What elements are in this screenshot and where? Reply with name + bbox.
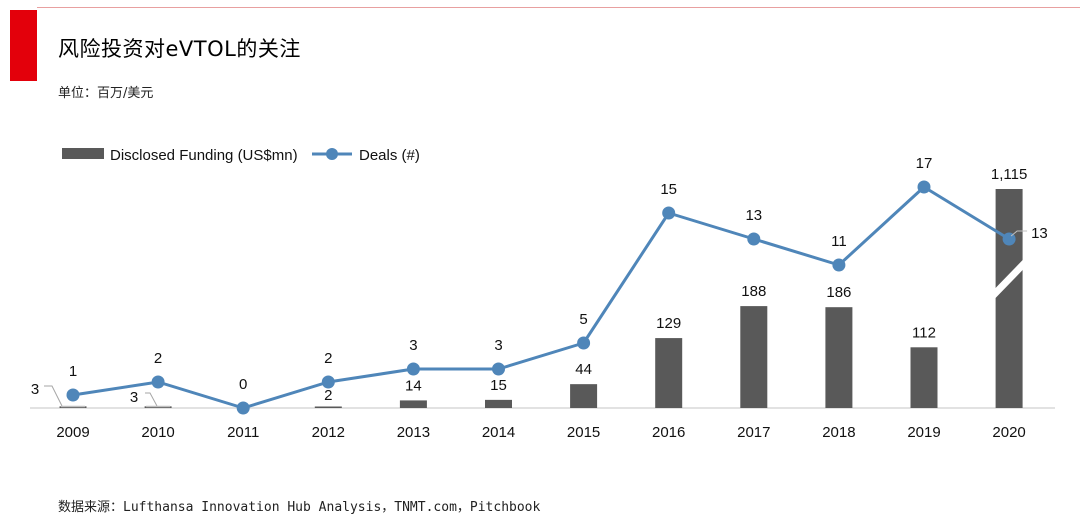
bar-2020 bbox=[995, 189, 1023, 408]
deal-value-label: 3 bbox=[494, 337, 502, 354]
unit-label: 单位：百万/美元 bbox=[58, 86, 154, 101]
x-tick-label: 2013 bbox=[397, 424, 430, 441]
deal-point-2019 bbox=[917, 180, 931, 194]
bar-value-label: 15 bbox=[490, 377, 507, 394]
x-tick-label: 2018 bbox=[822, 424, 855, 441]
x-tick-label: 2010 bbox=[141, 424, 174, 441]
bar-value-label: 188 bbox=[741, 283, 766, 300]
x-tick-label: 2017 bbox=[737, 424, 770, 441]
bar-2018 bbox=[825, 307, 853, 408]
bar-value-label: 1,115 bbox=[991, 166, 1027, 183]
deal-point-2018 bbox=[832, 258, 846, 272]
deal-value-label: 13 bbox=[1031, 225, 1048, 242]
page-title: 风险投资对eVTOL的关注 bbox=[58, 37, 301, 61]
deal-point-2015 bbox=[577, 336, 591, 350]
bar-2013 bbox=[399, 400, 427, 408]
deal-point-2016 bbox=[662, 206, 676, 220]
bar-value-label: 44 bbox=[575, 361, 592, 378]
label-leader-line bbox=[145, 392, 158, 407]
x-tick-label: 2014 bbox=[482, 424, 515, 441]
deal-value-label: 0 bbox=[239, 376, 247, 393]
bar-value-label: 2 bbox=[324, 387, 332, 404]
deal-point-2017 bbox=[747, 232, 761, 246]
deal-value-label: 1 bbox=[69, 363, 77, 380]
legend: Disclosed Funding (US$mn) Deals (#) bbox=[62, 147, 420, 164]
legend-line-marker bbox=[326, 148, 338, 160]
bar-2017 bbox=[740, 306, 768, 408]
bar-value-label: 3 bbox=[31, 381, 39, 398]
bar-2019 bbox=[910, 347, 938, 408]
deal-value-label: 17 bbox=[916, 155, 933, 172]
bar-value-label: 3 bbox=[130, 389, 138, 406]
bar-2014 bbox=[485, 399, 512, 408]
label-leader-line bbox=[44, 385, 63, 407]
x-tick-label: 2019 bbox=[907, 424, 940, 441]
bar-2012 bbox=[314, 406, 342, 408]
bar-value-label: 129 bbox=[656, 315, 681, 332]
bar-2015 bbox=[570, 384, 598, 408]
deal-value-label: 13 bbox=[745, 207, 762, 224]
deal-point-2014 bbox=[492, 362, 505, 376]
x-tick-label: 2009 bbox=[56, 424, 89, 441]
deal-value-label: 3 bbox=[409, 337, 417, 354]
legend-line-label: Deals (#) bbox=[359, 147, 420, 164]
brand-accent-block bbox=[10, 10, 37, 81]
x-tick-label: 2016 bbox=[652, 424, 685, 441]
deal-value-label: 2 bbox=[154, 350, 162, 367]
bar-2016 bbox=[655, 338, 683, 408]
deal-point-2010 bbox=[151, 375, 165, 389]
deal-point-2020 bbox=[1002, 232, 1016, 246]
bar-value-label: 14 bbox=[405, 377, 422, 394]
deal-value-label: 11 bbox=[831, 233, 847, 250]
x-tick-label: 2012 bbox=[312, 424, 345, 441]
bar-value-label: 112 bbox=[912, 324, 936, 341]
deal-point-2011 bbox=[236, 401, 250, 415]
deals-line bbox=[72, 185, 1010, 410]
x-tick-label: 2020 bbox=[992, 424, 1025, 441]
legend-bar-label: Disclosed Funding (US$mn) bbox=[110, 147, 298, 164]
deal-point-2009 bbox=[66, 388, 80, 402]
x-tick-label: 2011 bbox=[227, 424, 259, 441]
bar-axis-break bbox=[993, 258, 1025, 300]
label-leader-line bbox=[1010, 230, 1028, 237]
legend-bar-swatch bbox=[62, 148, 104, 159]
deal-value-label: 2 bbox=[324, 350, 332, 367]
deal-point-2012 bbox=[321, 375, 335, 389]
x-tick-label: 2015 bbox=[567, 424, 600, 441]
deal-point-2013 bbox=[406, 362, 420, 376]
header-top-line bbox=[37, 7, 1080, 8]
source-note: 数据来源：Lufthansa Innovation Hub Analysis，T… bbox=[58, 500, 541, 515]
bar-value-label: 186 bbox=[826, 284, 851, 301]
deal-value-label: 5 bbox=[579, 311, 587, 328]
deal-value-label: 15 bbox=[660, 181, 677, 198]
